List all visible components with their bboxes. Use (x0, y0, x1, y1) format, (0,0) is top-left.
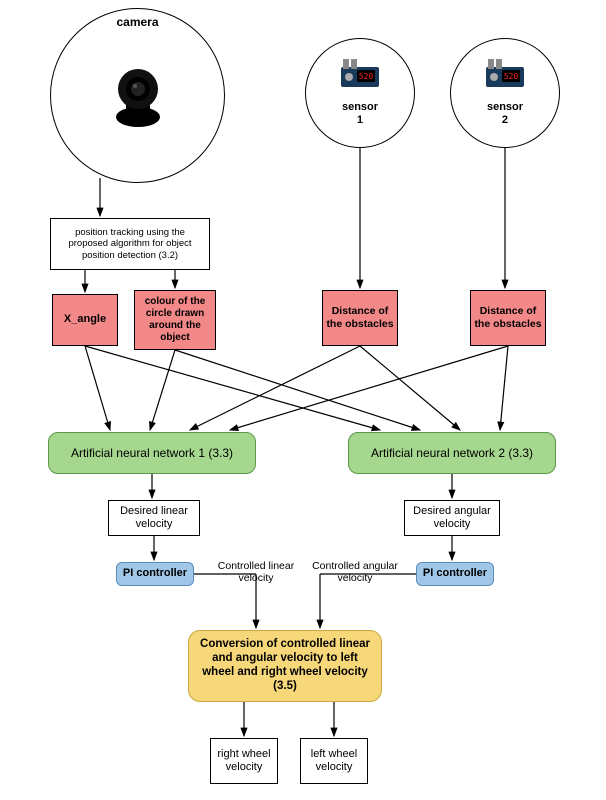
sensor2-circle: 520 sensor 2 (450, 38, 560, 148)
x-angle-box: X_angle (52, 294, 118, 346)
right-wheel-box: right wheel velocity (210, 738, 278, 784)
ann1-box: Artificial neural network 1 (3.3) (48, 432, 256, 474)
pi-controller-1: PI controller (116, 562, 194, 586)
desired-linear-box: Desired linear velocity (108, 500, 200, 536)
ann1-label: Artificial neural network 1 (3.3) (71, 446, 233, 460)
right-wheel-label: right wheel velocity (211, 748, 277, 774)
controlled-angular-label: Controlled angular velocity (310, 560, 400, 584)
distance1-box: Distance of the obstacles (322, 290, 398, 346)
pi1-label: PI controller (123, 567, 187, 580)
sensor1-label: sensor 1 (342, 101, 378, 127)
camera-label: camera (116, 15, 158, 29)
pi-controller-2: PI controller (416, 562, 494, 586)
sensor1-circle: 520 sensor 1 (305, 38, 415, 148)
left-wheel-label: left wheel velocity (301, 748, 367, 774)
sensor1-icon: 520 (337, 57, 383, 95)
distance2-box: Distance of the obstacles (470, 290, 546, 346)
tracking-box-label: position tracking using the proposed alg… (54, 227, 206, 261)
sensor2-label: sensor 2 (487, 101, 523, 127)
desired-angular-box: Desired angular velocity (404, 500, 500, 536)
distance1-label: Distance of the obstacles (326, 305, 394, 330)
conversion-label: Conversion of controlled linear and angu… (195, 638, 375, 693)
pi2-label: PI controller (423, 567, 487, 580)
sensor2-icon: 520 (482, 57, 528, 95)
left-wheel-box: left wheel velocity (300, 738, 368, 784)
controlled-linear-label: Controlled linear velocity (216, 560, 296, 584)
conversion-box: Conversion of controlled linear and angu… (188, 630, 382, 702)
tracking-box: position tracking using the proposed alg… (50, 218, 210, 270)
camera-circle: camera (50, 8, 225, 183)
desired-angular-label: Desired angular velocity (405, 505, 499, 531)
ann2-label: Artificial neural network 2 (3.3) (371, 446, 533, 460)
ann2-box: Artificial neural network 2 (3.3) (348, 432, 556, 474)
desired-linear-label: Desired linear velocity (109, 505, 199, 531)
colour-box: colour of the circle drawn around the ob… (134, 290, 216, 350)
svg-text:520: 520 (359, 72, 374, 81)
camera-icon (110, 67, 166, 133)
distance2-label: Distance of the obstacles (474, 305, 542, 330)
colour-box-label: colour of the circle drawn around the ob… (137, 296, 213, 344)
x-angle-label: X_angle (64, 313, 106, 326)
svg-text:520: 520 (504, 72, 519, 81)
